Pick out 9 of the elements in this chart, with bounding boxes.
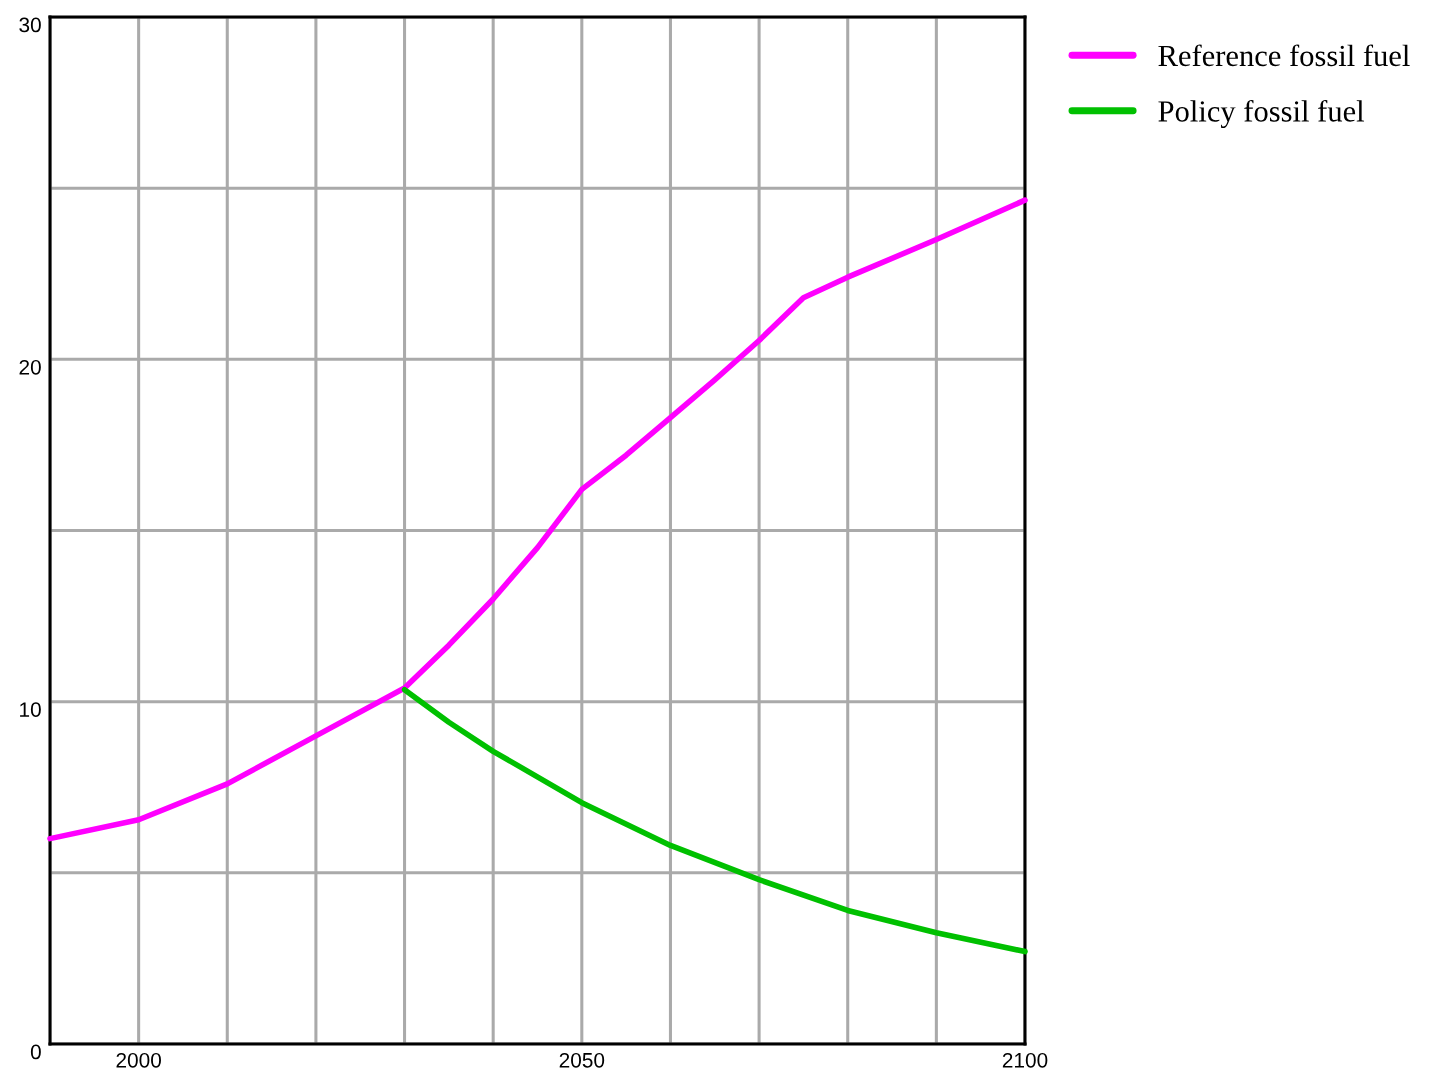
x-tick-label: 2000 — [116, 1052, 161, 1068]
y-tick-label: 30 — [19, 17, 41, 33]
y-tick-label: 0 — [30, 1044, 41, 1060]
y-tick-label: 10 — [20, 702, 41, 717]
legend-label: Policy fossil fuel — [1158, 99, 1365, 128]
x-tick-label: 2050 — [559, 1052, 605, 1068]
legend-label: Reference fossil fuel — [1158, 44, 1410, 67]
x-tick-label: 2100 — [1002, 1052, 1048, 1068]
y-tick-label: 20 — [19, 359, 41, 375]
